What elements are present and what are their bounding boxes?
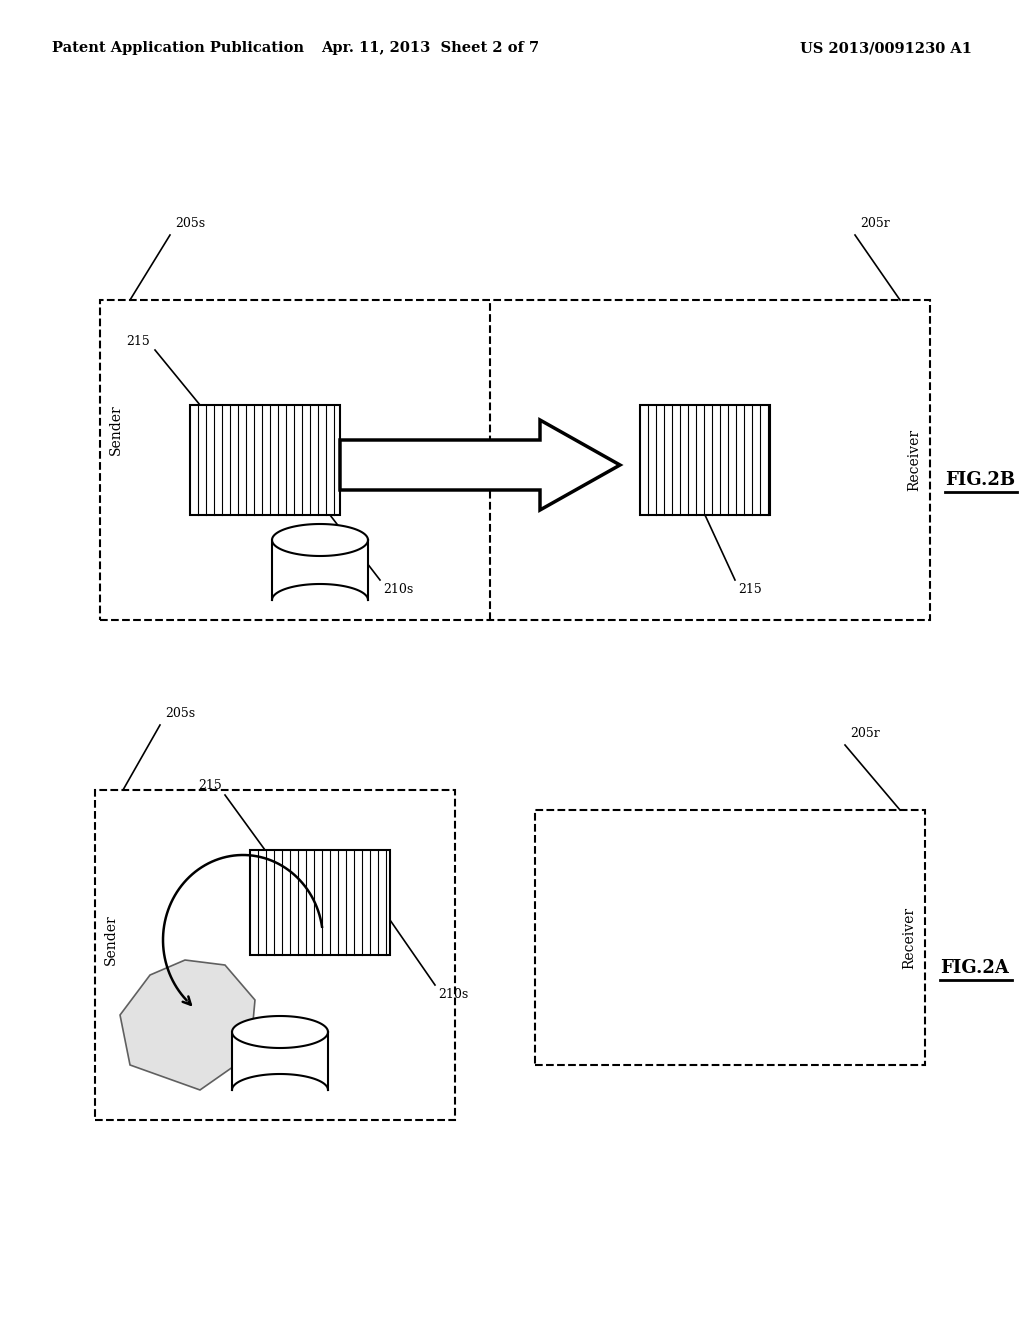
Bar <box>100 300 930 620</box>
Text: Sender: Sender <box>104 915 118 965</box>
Bar <box>250 850 390 954</box>
Bar <box>95 789 455 1119</box>
Text: Receiver: Receiver <box>907 429 921 491</box>
Polygon shape <box>340 420 620 510</box>
Polygon shape <box>120 960 255 1090</box>
Text: 215: 215 <box>738 583 762 597</box>
Text: Patent Application Publication: Patent Application Publication <box>52 41 304 55</box>
Text: Receiver: Receiver <box>902 907 916 969</box>
Text: FIG.2A: FIG.2A <box>940 960 1009 977</box>
Text: 205r: 205r <box>850 727 880 741</box>
Bar <box>535 810 925 1065</box>
Text: Sender: Sender <box>109 405 123 455</box>
Text: 210s: 210s <box>383 583 414 597</box>
Text: 205s: 205s <box>175 216 205 230</box>
Text: 205s: 205s <box>165 708 196 719</box>
Bar <box>190 405 340 515</box>
Ellipse shape <box>232 1016 328 1048</box>
Bar <box>640 405 770 515</box>
Text: 215: 215 <box>126 335 150 348</box>
Text: 215: 215 <box>199 779 222 792</box>
Text: 205r: 205r <box>860 216 890 230</box>
Text: Apr. 11, 2013  Sheet 2 of 7: Apr. 11, 2013 Sheet 2 of 7 <box>321 41 539 55</box>
Text: 210s: 210s <box>438 987 468 1001</box>
Text: FIG.2B: FIG.2B <box>945 471 1015 488</box>
Polygon shape <box>232 1032 328 1090</box>
Polygon shape <box>272 540 368 601</box>
Ellipse shape <box>272 524 368 556</box>
Text: US 2013/0091230 A1: US 2013/0091230 A1 <box>800 41 972 55</box>
